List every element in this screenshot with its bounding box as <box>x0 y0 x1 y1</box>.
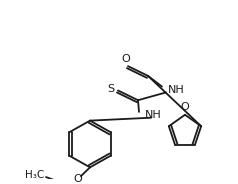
Text: S: S <box>107 84 114 93</box>
Text: H₃C: H₃C <box>25 170 44 180</box>
Text: NH: NH <box>145 110 162 120</box>
Text: O: O <box>181 102 189 112</box>
Text: NH: NH <box>168 84 185 95</box>
Text: O: O <box>122 54 130 64</box>
Text: O: O <box>74 174 82 184</box>
